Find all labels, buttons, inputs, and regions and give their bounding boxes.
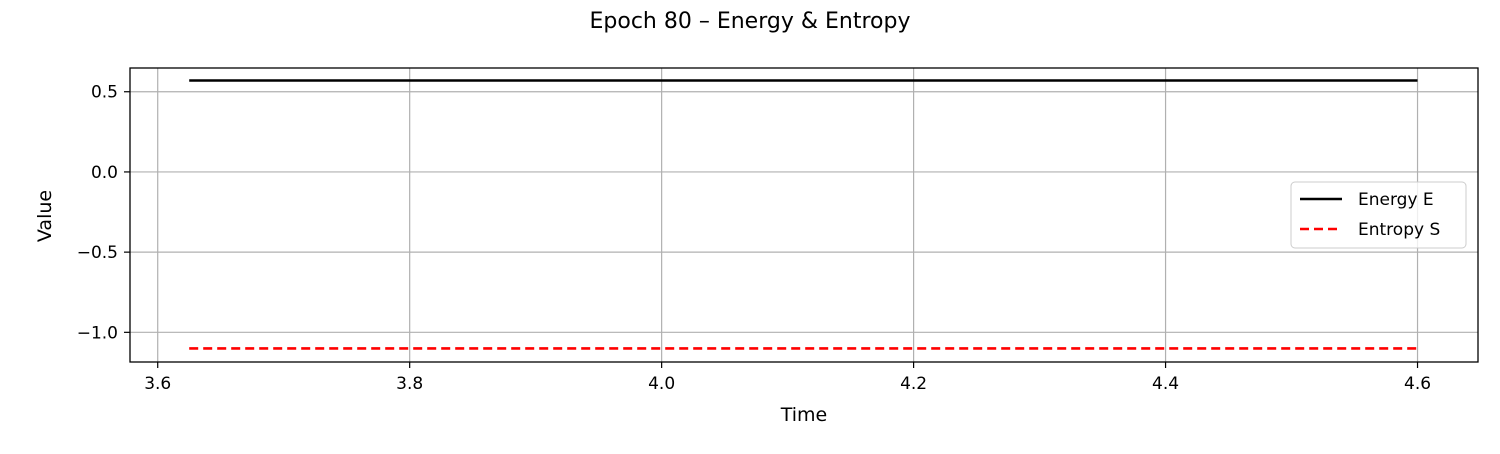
chart-title: Epoch 80 – Energy & Entropy [590,9,911,34]
y-tick-label: 0.0 [91,163,118,183]
legend-label: Energy E [1358,190,1434,210]
legend-items: Energy E Entropy S [1300,190,1440,240]
y-axis-label: Value [34,190,56,242]
grid [130,68,1478,362]
series-layer [189,79,1418,350]
y-tick-label: 0.5 [91,83,118,103]
x-tick-label: 3.8 [396,374,423,394]
x-tick-label: 3.6 [144,374,171,394]
x-tick-label: 4.0 [648,374,675,394]
plot-area-frame [129,67,1479,363]
x-tick-label: 4.6 [1404,374,1431,394]
y-tick-label: −1.0 [77,323,118,343]
x-tick-label: 4.2 [900,374,927,394]
legend-label: Entropy S [1358,220,1440,240]
tick-layer: 3.6 3.8 4.0 4.2 4.4 4.6 0.5 0.0 −0.5 −1.0 [77,83,1431,394]
y-tick-label: −0.5 [77,243,118,263]
legend: Energy E Entropy S [1290,181,1467,249]
x-axis-label: Time [780,404,828,426]
x-tick-label: 4.4 [1152,374,1179,394]
